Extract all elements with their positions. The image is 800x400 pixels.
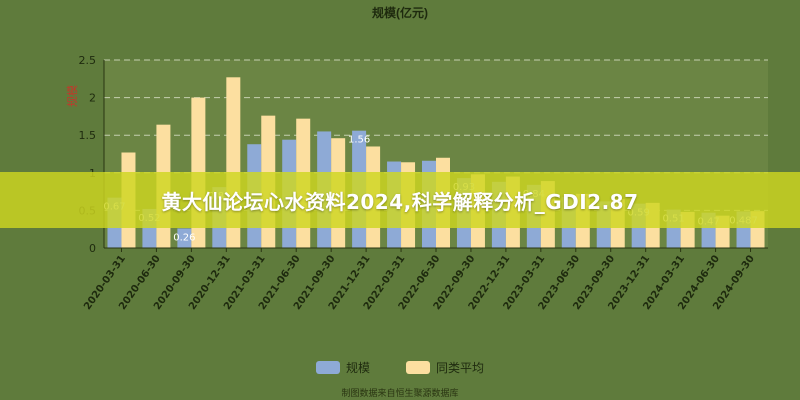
- y-tick-label: 2: [89, 92, 96, 105]
- legend-item-avg[interactable]: 同类平均: [406, 359, 484, 376]
- y-axis-label: 规模: [65, 85, 79, 107]
- y-tick-label: 1.5: [79, 129, 97, 142]
- legend-label-avg: 同类平均: [436, 361, 485, 375]
- data-label-scale: 1.56: [348, 135, 370, 146]
- chart-title: 规模(亿元): [372, 5, 428, 20]
- data-label-scale: 0.26: [173, 232, 195, 243]
- legend-item-scale[interactable]: 规模: [315, 359, 370, 376]
- y-tick-label: 0: [89, 242, 96, 255]
- chart-legend: 规模 同类平均: [0, 359, 800, 376]
- y-tick-label: 2.5: [79, 54, 97, 67]
- banner-text: 黄大仙论坛心水资料2024,科学解释分析_GDI2.87: [161, 189, 639, 214]
- bar-scale: [177, 228, 192, 248]
- legend-swatch-avg: [406, 361, 430, 374]
- legend-label-scale: 规模: [345, 361, 370, 375]
- source-footnote: 制图数据来自恒生聚源数据库: [341, 389, 459, 399]
- overlay-banner: 黄大仙论坛心水资料2024,科学解释分析_GDI2.87: [0, 172, 800, 228]
- legend-swatch-scale: [315, 361, 340, 374]
